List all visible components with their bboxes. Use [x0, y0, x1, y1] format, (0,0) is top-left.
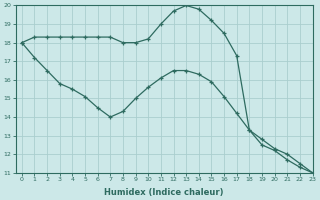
X-axis label: Humidex (Indice chaleur): Humidex (Indice chaleur)	[104, 188, 224, 197]
